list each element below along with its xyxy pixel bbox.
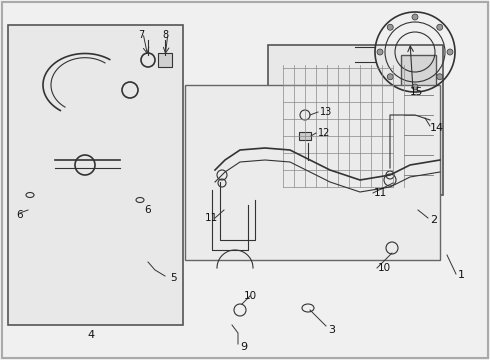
Circle shape bbox=[437, 24, 443, 30]
Text: 2: 2 bbox=[430, 215, 437, 225]
Text: 5: 5 bbox=[170, 273, 176, 283]
Text: 6: 6 bbox=[145, 205, 151, 215]
Circle shape bbox=[412, 14, 418, 20]
FancyBboxPatch shape bbox=[299, 132, 311, 140]
Text: 4: 4 bbox=[87, 330, 94, 340]
Text: 12: 12 bbox=[318, 128, 330, 138]
FancyBboxPatch shape bbox=[401, 55, 436, 190]
Text: 9: 9 bbox=[240, 342, 247, 352]
Circle shape bbox=[437, 74, 443, 80]
Text: 6: 6 bbox=[17, 210, 24, 220]
Text: 3: 3 bbox=[328, 325, 335, 335]
Text: 1: 1 bbox=[458, 270, 465, 280]
Text: 10: 10 bbox=[244, 291, 257, 301]
Text: 7: 7 bbox=[138, 30, 144, 40]
Circle shape bbox=[377, 49, 383, 55]
Text: 14: 14 bbox=[430, 123, 444, 133]
Text: 11: 11 bbox=[205, 213, 218, 223]
FancyBboxPatch shape bbox=[185, 85, 440, 260]
Circle shape bbox=[387, 74, 393, 80]
FancyBboxPatch shape bbox=[268, 45, 443, 195]
Circle shape bbox=[412, 84, 418, 90]
Text: 15: 15 bbox=[410, 87, 423, 97]
Text: 8: 8 bbox=[162, 30, 168, 40]
Text: 11: 11 bbox=[374, 188, 387, 198]
Circle shape bbox=[387, 24, 393, 30]
FancyBboxPatch shape bbox=[8, 25, 183, 325]
FancyBboxPatch shape bbox=[158, 53, 172, 67]
Text: 13: 13 bbox=[320, 107, 332, 117]
Circle shape bbox=[447, 49, 453, 55]
Text: 10: 10 bbox=[378, 263, 391, 273]
